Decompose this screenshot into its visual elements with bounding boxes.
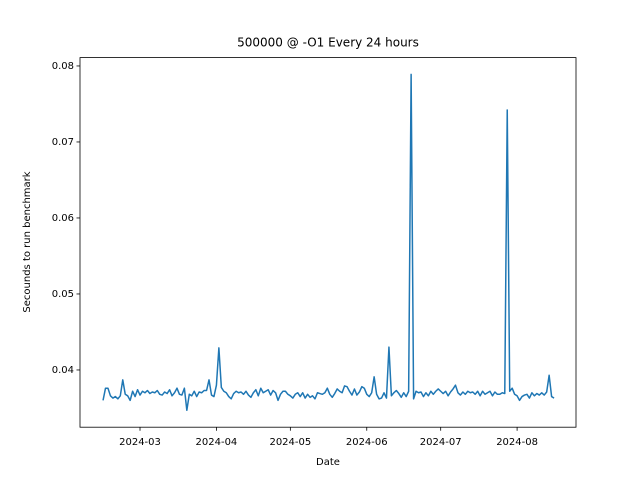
x-tick-label: 2024-03 <box>119 437 161 448</box>
x-tick-label: 2024-07 <box>420 437 462 448</box>
x-tick-label: 2024-04 <box>196 437 238 448</box>
y-tick-label: 0.07 <box>52 137 74 148</box>
y-tick-label: 0.06 <box>52 213 74 224</box>
y-tick-label: 0.08 <box>52 61 74 72</box>
chart-title: 500000 @ -O1 Every 24 hours <box>237 36 419 50</box>
y-tick-label: 0.04 <box>52 365 74 376</box>
x-axis-label: Date <box>316 457 340 468</box>
x-tick-label: 2024-06 <box>346 437 388 448</box>
axes-frame <box>79 57 577 428</box>
x-tick-label: 2024-05 <box>269 437 311 448</box>
data-line <box>102 73 555 411</box>
y-axis-label: Secounds to run benchmark <box>22 171 33 312</box>
y-tick-label: 0.05 <box>52 289 74 300</box>
x-tick-label: 2024-08 <box>496 437 538 448</box>
